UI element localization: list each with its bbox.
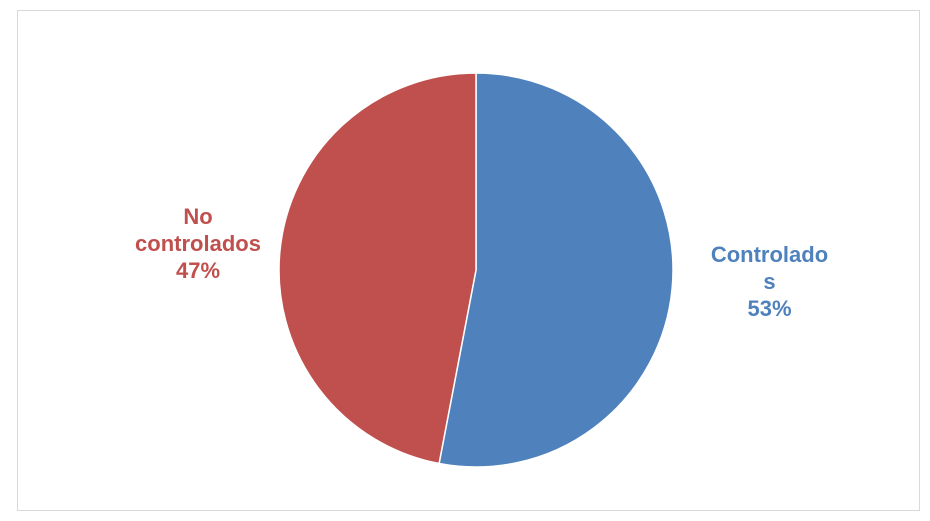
slice-controlados — [438, 72, 674, 468]
label-text-line: s — [763, 269, 776, 294]
label-percent: 53% — [747, 296, 792, 321]
slice-no-controlados — [278, 72, 477, 465]
label-text-line: No — [183, 204, 213, 229]
label-text-line: Controlado — [710, 242, 829, 267]
label-percent: 47% — [175, 258, 221, 283]
data-label-no-controlados: No controlados 47% — [113, 203, 283, 284]
data-label-controlados: Controlado s 53% — [677, 241, 862, 322]
label-text-line: controlados — [135, 231, 261, 256]
